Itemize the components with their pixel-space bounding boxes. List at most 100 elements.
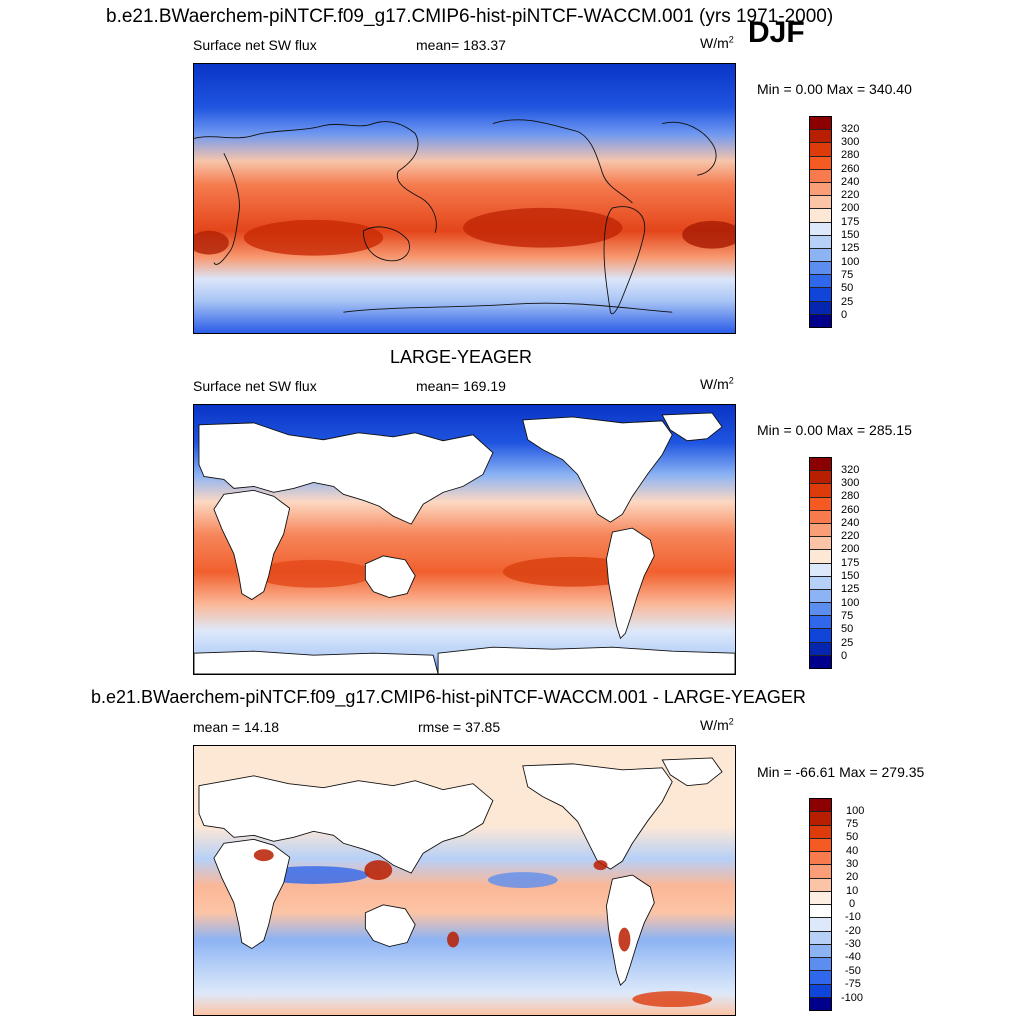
colorbar-swatch [810,523,831,538]
colorbar-swatch [810,589,831,604]
colorbar-swatch [810,825,831,839]
colorbar-tick-label: 100 [841,256,860,268]
panel-3-rmse-label: rmse = 37.85 [418,719,501,735]
colorbar-tick-label: 240 [841,176,860,188]
colorbar-swatch [810,918,831,932]
colorbar-swatch [810,958,831,972]
colorbar-swatch [810,314,831,327]
panel-3-minmax: Min = -66.61 Max = 279.35 [757,764,925,780]
panel-2-map [193,404,736,675]
colorbar-tick-label: 260 [841,504,860,516]
colorbar-swatch [810,905,831,919]
colorbar-swatch [810,852,831,866]
colorbar-swatch [810,838,831,852]
colorbar-swatch [810,997,831,1010]
panel-1-unit-label: W/m2 [700,34,734,51]
panel-2-minmax: Min = 0.00 Max = 285.15 [757,422,912,438]
colorbar-swatch [810,458,831,472]
panel-2-unit-label: W/m2 [700,375,734,392]
colorbar-swatch [810,891,831,905]
panel-3-unit-label: W/m2 [700,716,734,733]
panel-1-coastlines [194,119,717,315]
colorbar-swatch [810,865,831,879]
colorbar-swatch [810,878,831,892]
colorbar-swatch [810,471,831,485]
panel-3-mean-label: mean = 14.18 [193,719,280,735]
colorbar-tick-label: 125 [841,583,860,595]
colorbar-tick-label: -50 [845,965,861,977]
colorbar-tick-label: 25 [841,637,854,649]
colorbar-tick-label: 30 [846,858,859,870]
colorbar-tick-label: 220 [841,530,860,542]
colorbar-swatch [810,812,831,826]
colorbar-tick-label: 150 [841,229,860,241]
panel-2-colorbar [809,457,832,669]
colorbar-swatch [810,799,831,813]
colorbar-tick-label: 10 [846,885,859,897]
colorbar-swatch [810,603,831,617]
colorbar-swatch [810,563,831,577]
colorbar-swatch [810,169,831,183]
colorbar-tick-label: 40 [846,845,859,857]
colorbar-tick-label: 320 [841,123,860,135]
colorbar-tick-label: 50 [841,282,854,294]
colorbar-swatch [810,616,831,630]
colorbar-tick-label: 260 [841,163,860,175]
colorbar-swatch [810,576,831,590]
colorbar-tick-label: -100 [841,992,864,1004]
colorbar-tick-label: 240 [841,517,860,529]
colorbar-tick-label: 300 [841,477,860,489]
season-label: DJF [748,16,805,49]
panel-3-land [198,757,723,987]
colorbar-swatch [810,944,831,958]
panel-1-map [193,63,736,334]
colorbar-swatch [810,182,831,197]
colorbar-tick-label: -20 [845,925,861,937]
colorbar-swatch [810,642,831,656]
colorbar-swatch [810,984,831,998]
panel-2-heading: LARGE-YEAGER [390,347,533,367]
colorbar-swatch [810,130,831,144]
panel-1-variable-label: Surface net SW flux [193,37,317,53]
colorbar-swatch [810,537,831,551]
colorbar-swatch [810,209,831,223]
colorbar-swatch [810,484,831,498]
colorbar-tick-label: 175 [841,557,860,569]
panel-3-colorbar [809,798,832,1011]
colorbar-tick-label: 0 [841,309,848,321]
colorbar-tick-label: 300 [841,136,860,148]
colorbar-tick-label: 50 [841,623,854,635]
colorbar-swatch [810,262,831,276]
colorbar-tick-label: 75 [846,818,859,830]
panel-1-minmax: Min = 0.00 Max = 340.40 [757,81,912,97]
colorbar-tick-label: -30 [845,938,861,950]
colorbar-swatch [810,971,831,985]
colorbar-tick-label: 200 [841,202,860,214]
colorbar-tick-label: 280 [841,149,860,161]
panel-1-colorbar [809,116,832,328]
colorbar-swatch [810,275,831,289]
panel-3-map [193,745,736,1016]
colorbar-tick-label: 0 [841,650,848,662]
panel-1-mean-label: mean= 183.37 [416,37,506,53]
panel-2-land [194,412,735,674]
colorbar-tick-label: 125 [841,242,860,254]
colorbar-swatch [810,196,831,210]
colorbar-tick-label: -10 [845,911,861,923]
colorbar-tick-label: 150 [841,570,860,582]
colorbar-tick-label: 175 [841,216,860,228]
panel-3-coastal-anomalies [253,849,631,952]
colorbar-tick-label: 280 [841,490,860,502]
colorbar-tick-label: 50 [846,831,859,843]
colorbar-swatch [810,629,831,643]
colorbar-swatch [810,497,831,511]
panel-2-variable-label: Surface net SW flux [193,378,317,394]
colorbar-tick-label: 200 [841,543,860,555]
colorbar-tick-label: 100 [846,805,865,817]
colorbar-tick-label: 320 [841,464,860,476]
colorbar-swatch [810,510,831,524]
colorbar-swatch [810,655,831,668]
colorbar-tick-label: 100 [841,597,860,609]
colorbar-swatch [810,156,831,170]
colorbar-swatch [810,288,831,302]
